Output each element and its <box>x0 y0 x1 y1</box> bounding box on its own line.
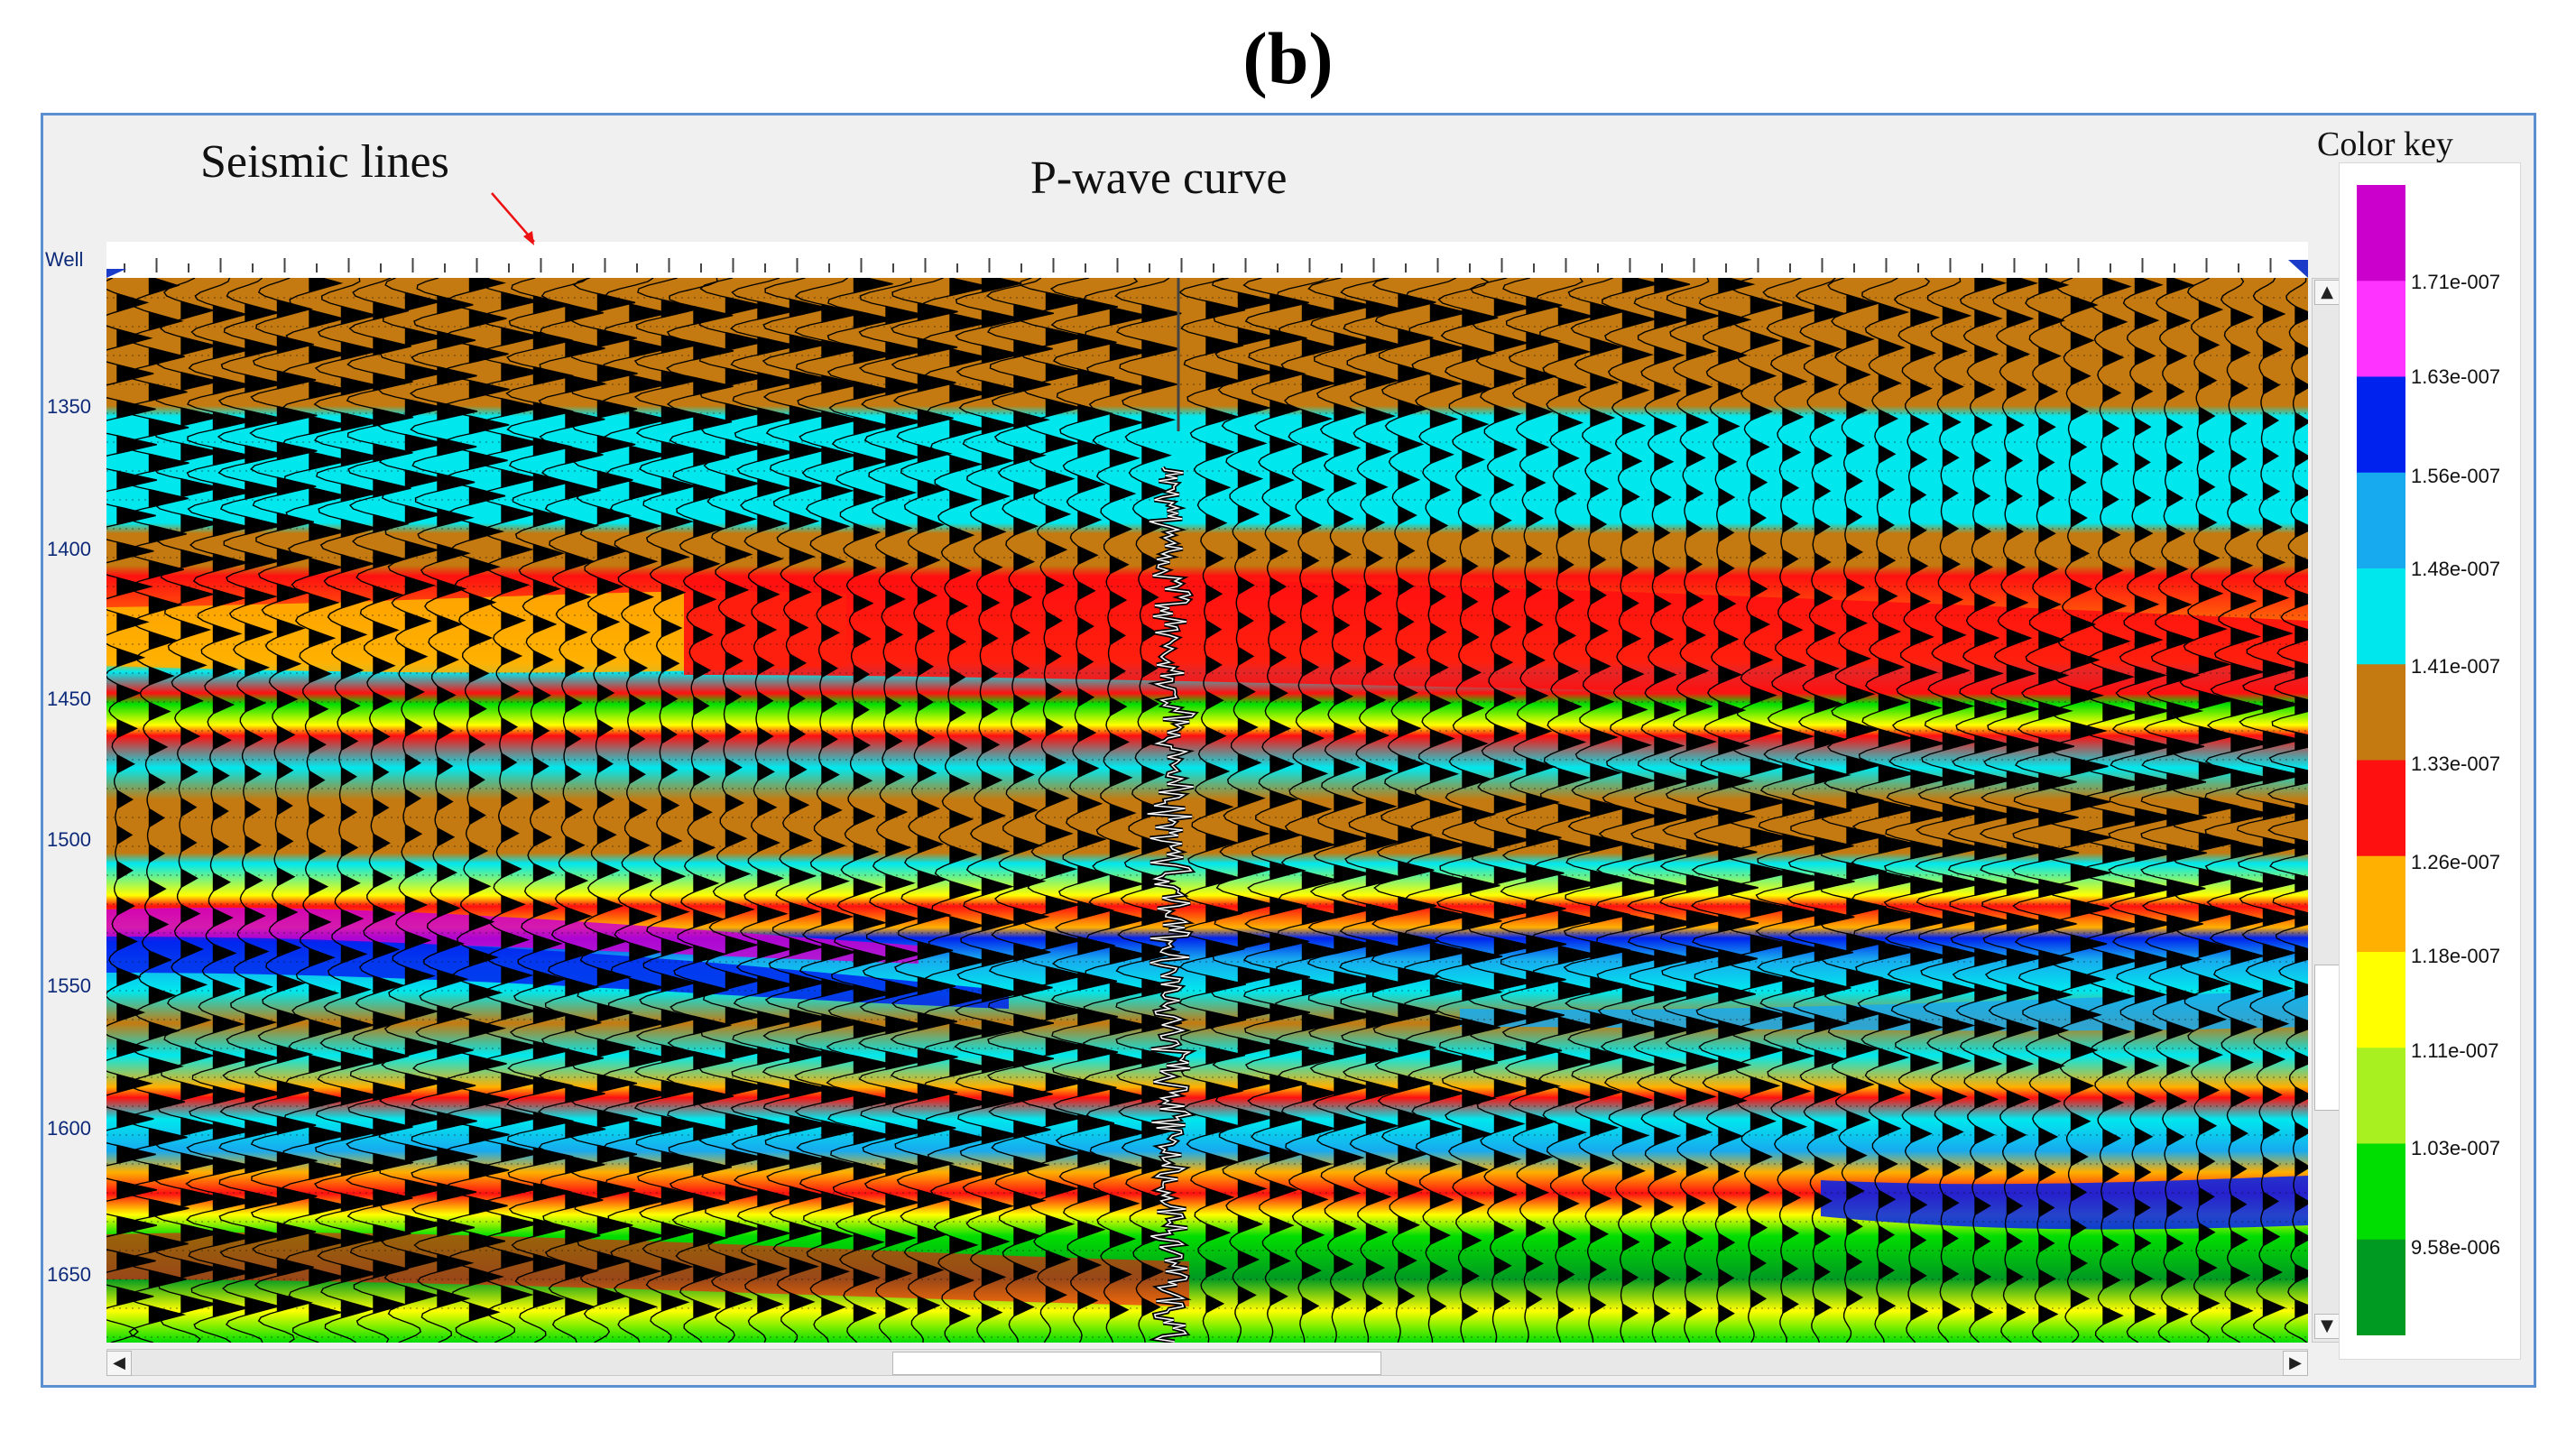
p-wave-curve-annotation: P-wave curve <box>1030 152 1288 204</box>
color-key-swatch <box>2357 1239 2405 1335</box>
color-key-title: Color key <box>2317 125 2453 163</box>
depth-tick-1600: 1600 <box>47 1117 91 1140</box>
horizontal-scrollbar[interactable] <box>106 1349 2308 1376</box>
figure-label: (b) <box>1242 17 1334 99</box>
color-key-label: 1.41e-007 <box>2411 655 2501 678</box>
color-key-label: 1.71e-007 <box>2411 271 2501 293</box>
depth-tick-1450: 1450 <box>47 688 91 710</box>
color-key-label: 1.48e-007 <box>2411 558 2501 580</box>
trace-tick-strip <box>106 242 2308 278</box>
color-key-swatch <box>2357 1048 2405 1145</box>
color-key-swatch <box>2357 281 2405 378</box>
color-key-swatch <box>2357 664 2405 762</box>
scroll-down-button[interactable]: ▼ <box>2314 1314 2340 1339</box>
color-key-swatch <box>2357 952 2405 1049</box>
color-key-swatch <box>2357 185 2405 282</box>
depth-tick-1650: 1650 <box>47 1263 91 1286</box>
depth-tick-1500: 1500 <box>47 828 91 851</box>
color-key-swatch <box>2357 855 2405 953</box>
depth-tick-1550: 1550 <box>47 974 91 997</box>
vertical-scroll-thumb[interactable] <box>2314 965 2340 1111</box>
color-key-label: 1.26e-007 <box>2411 851 2501 873</box>
color-key-label: 1.03e-007 <box>2411 1137 2501 1159</box>
well-marker-left <box>106 269 126 278</box>
color-key-label: 1.11e-007 <box>2411 1039 2499 1062</box>
color-key-swatch <box>2357 472 2405 569</box>
vertical-scrollbar[interactable] <box>2312 278 2341 1343</box>
horizontal-scroll-thumb[interactable] <box>892 1352 1381 1375</box>
color-key-swatch <box>2357 568 2405 666</box>
color-key-label: 1.18e-007 <box>2411 945 2501 967</box>
depth-tick-1350: 1350 <box>47 395 91 418</box>
color-key-label: 1.56e-007 <box>2411 465 2501 487</box>
color-key-label: 1.33e-007 <box>2411 752 2501 775</box>
well-label: Well <box>45 248 84 271</box>
scroll-right-button[interactable]: ▶ <box>2283 1351 2308 1376</box>
color-key-swatch <box>2357 760 2405 857</box>
color-key-swatch <box>2357 376 2405 474</box>
depth-tick-1400: 1400 <box>47 538 91 560</box>
well-marker-right <box>2288 260 2308 278</box>
color-key-label: 9.58e-006 <box>2411 1236 2501 1259</box>
color-key-bar <box>2357 185 2405 1335</box>
color-key-label: 1.63e-007 <box>2411 365 2501 388</box>
scroll-up-button[interactable]: ▲ <box>2314 280 2340 305</box>
scroll-left-button[interactable]: ◀ <box>106 1351 132 1376</box>
seismic-lines-annotation: Seismic lines <box>200 136 449 188</box>
seismic-section[interactable] <box>106 278 2308 1343</box>
color-key-swatch <box>2357 1143 2405 1241</box>
